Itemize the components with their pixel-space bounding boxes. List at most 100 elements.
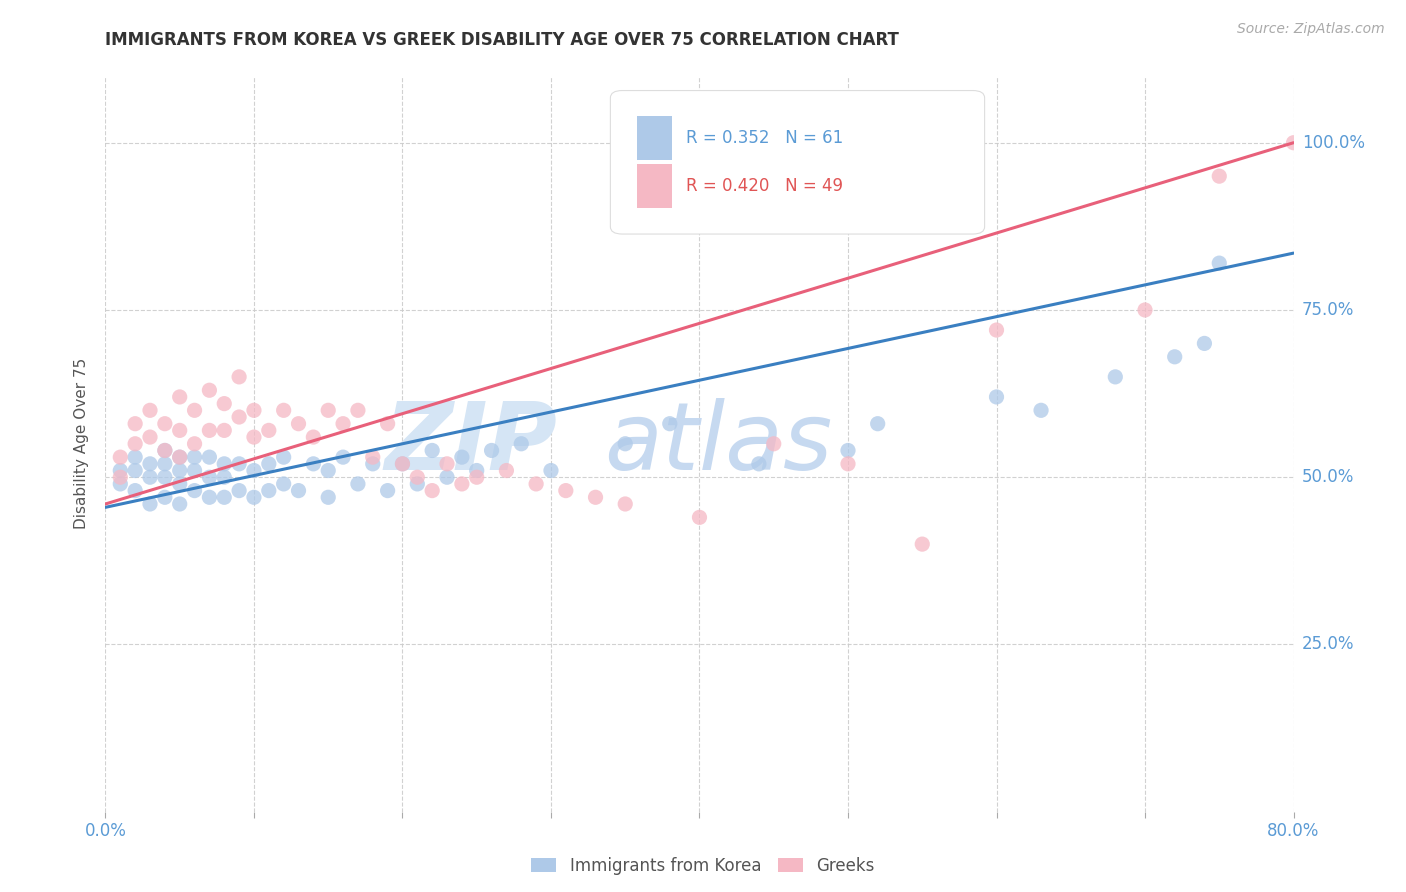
- Point: [257, 457, 280, 471]
- Point: [495, 464, 517, 478]
- Point: [273, 476, 295, 491]
- Text: 100.0%: 100.0%: [1302, 134, 1365, 152]
- Text: 75.0%: 75.0%: [1302, 301, 1354, 319]
- Point: [183, 483, 205, 498]
- Point: [198, 450, 221, 464]
- Point: [911, 537, 934, 551]
- Point: [302, 430, 325, 444]
- Point: [183, 450, 205, 464]
- FancyBboxPatch shape: [637, 164, 672, 209]
- Point: [183, 403, 205, 417]
- Point: [124, 436, 146, 450]
- Point: [153, 457, 176, 471]
- Point: [406, 470, 429, 484]
- Point: [273, 403, 295, 417]
- Point: [316, 490, 339, 504]
- Point: [169, 497, 191, 511]
- Point: [110, 476, 132, 491]
- Point: [1133, 303, 1156, 318]
- Y-axis label: Disability Age Over 75: Disability Age Over 75: [75, 359, 90, 529]
- Point: [689, 510, 711, 524]
- Point: [748, 457, 770, 471]
- Point: [361, 450, 384, 464]
- Point: [169, 476, 191, 491]
- Point: [243, 403, 266, 417]
- Point: [110, 450, 132, 464]
- Point: [169, 464, 191, 478]
- Point: [153, 443, 176, 458]
- Point: [198, 490, 221, 504]
- Point: [198, 384, 221, 398]
- Point: [287, 417, 309, 431]
- Text: 50.0%: 50.0%: [1302, 468, 1354, 486]
- Point: [465, 464, 488, 478]
- Text: R = 0.352   N = 61: R = 0.352 N = 61: [686, 129, 844, 147]
- Point: [986, 323, 1008, 337]
- Point: [124, 464, 146, 478]
- Point: [524, 476, 547, 491]
- Point: [110, 470, 132, 484]
- Point: [287, 483, 309, 498]
- Point: [139, 497, 162, 511]
- Point: [1208, 169, 1230, 184]
- Text: R = 0.420   N = 49: R = 0.420 N = 49: [686, 178, 844, 195]
- Point: [110, 464, 132, 478]
- Point: [153, 470, 176, 484]
- Point: [124, 450, 146, 464]
- Point: [554, 483, 576, 498]
- Point: [1029, 403, 1052, 417]
- Point: [361, 457, 384, 471]
- Point: [228, 457, 250, 471]
- Point: [762, 436, 785, 450]
- Point: [139, 457, 162, 471]
- Point: [347, 403, 370, 417]
- Point: [169, 450, 191, 464]
- Point: [377, 417, 399, 431]
- Point: [169, 390, 191, 404]
- Point: [228, 410, 250, 425]
- Point: [198, 470, 221, 484]
- Point: [316, 464, 339, 478]
- Point: [1104, 369, 1126, 384]
- Point: [866, 417, 889, 431]
- Point: [214, 490, 236, 504]
- Text: ZIP: ZIP: [384, 398, 557, 490]
- Point: [658, 417, 681, 431]
- FancyBboxPatch shape: [610, 91, 984, 234]
- Point: [228, 369, 250, 384]
- Point: [214, 470, 236, 484]
- Text: Source: ZipAtlas.com: Source: ZipAtlas.com: [1237, 22, 1385, 37]
- Point: [243, 490, 266, 504]
- FancyBboxPatch shape: [637, 116, 672, 161]
- Point: [183, 464, 205, 478]
- Point: [585, 490, 607, 504]
- Point: [837, 457, 859, 471]
- Point: [214, 396, 236, 410]
- Point: [124, 417, 146, 431]
- Point: [139, 403, 162, 417]
- Point: [406, 476, 429, 491]
- Point: [316, 403, 339, 417]
- Point: [214, 424, 236, 438]
- Point: [540, 464, 562, 478]
- Point: [198, 424, 221, 438]
- Point: [465, 470, 488, 484]
- Point: [436, 457, 458, 471]
- Legend: Immigrants from Korea, Greeks: Immigrants from Korea, Greeks: [531, 856, 875, 875]
- Point: [614, 436, 637, 450]
- Point: [243, 430, 266, 444]
- Point: [1282, 136, 1305, 150]
- Point: [377, 483, 399, 498]
- Point: [257, 483, 280, 498]
- Point: [510, 436, 533, 450]
- Point: [228, 483, 250, 498]
- Point: [837, 443, 859, 458]
- Point: [1208, 256, 1230, 270]
- Point: [139, 470, 162, 484]
- Point: [332, 450, 354, 464]
- Point: [614, 497, 637, 511]
- Point: [243, 464, 266, 478]
- Point: [169, 424, 191, 438]
- Text: IMMIGRANTS FROM KOREA VS GREEK DISABILITY AGE OVER 75 CORRELATION CHART: IMMIGRANTS FROM KOREA VS GREEK DISABILIT…: [105, 31, 900, 49]
- Point: [153, 443, 176, 458]
